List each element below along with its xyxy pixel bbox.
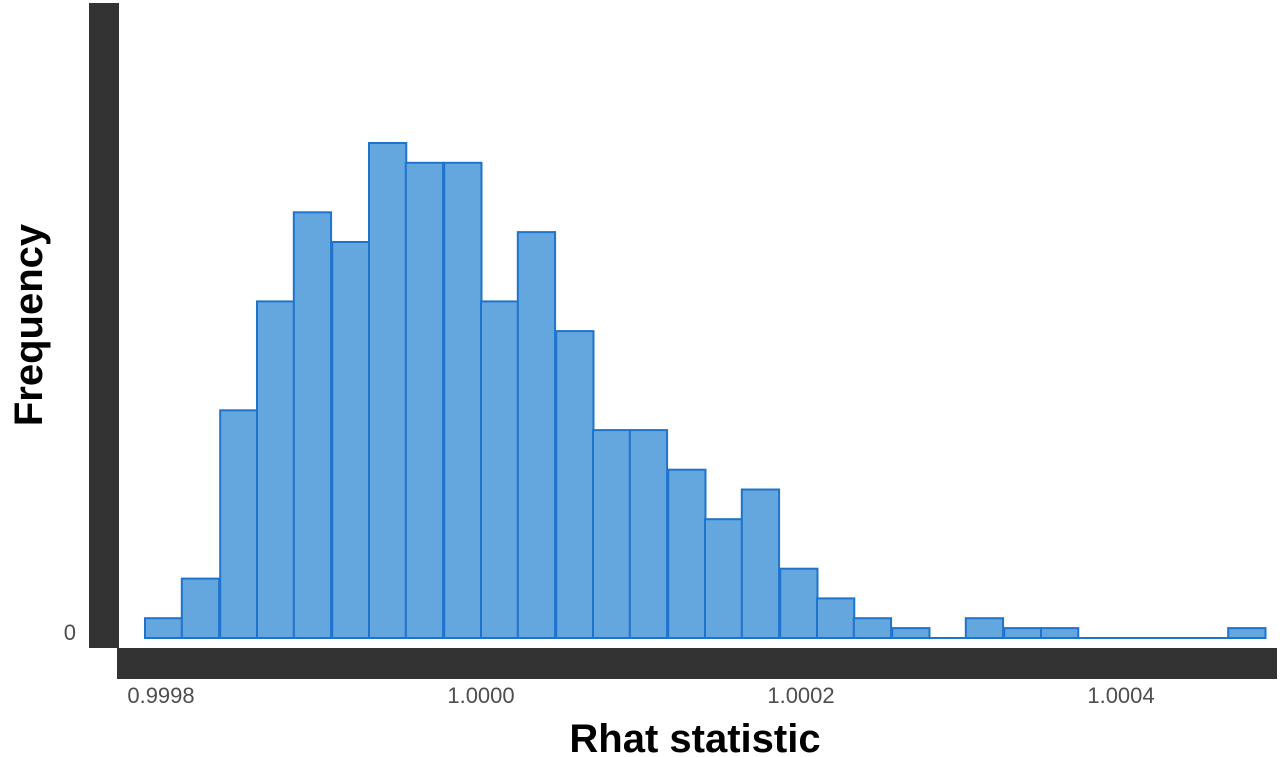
histogram-bar <box>891 627 931 639</box>
histogram-bar <box>816 597 856 640</box>
histogram-bar <box>219 409 259 639</box>
histogram-bar <box>443 161 483 640</box>
histogram-bar <box>180 577 221 639</box>
histogram-bar <box>964 617 1005 640</box>
histogram-bar <box>292 211 333 640</box>
histogram-bar <box>779 567 819 640</box>
histogram-bar <box>667 468 707 640</box>
histogram-bar <box>704 518 744 640</box>
x-tick-labels: 0.9998 1.0000 1.0002 1.0004 <box>127 683 1154 708</box>
histogram-bars <box>144 142 1267 640</box>
histogram-bar <box>1227 627 1267 639</box>
y-axis-line <box>89 3 119 648</box>
histogram-bar <box>555 330 595 639</box>
histogram-bar <box>1040 627 1080 639</box>
histogram-bar <box>852 617 893 640</box>
histogram-bar <box>368 142 408 639</box>
x-tick-label: 1.0004 <box>1087 683 1154 708</box>
histogram-bar <box>740 488 781 639</box>
y-axis-title: Frequency <box>7 223 51 426</box>
histogram-bar <box>404 161 445 640</box>
histogram-bar <box>516 231 557 639</box>
x-axis-line <box>117 648 1277 679</box>
histogram-bar <box>628 429 669 639</box>
x-tick-label: 1.0000 <box>447 683 514 708</box>
histogram-bar <box>480 300 520 639</box>
histogram-bar <box>592 429 632 639</box>
histogram-bar <box>144 617 184 640</box>
x-axis-title: Rhat statistic <box>569 717 820 757</box>
histogram-bar <box>331 241 371 639</box>
histogram-bar <box>256 300 296 639</box>
histogram-bar <box>1003 627 1043 639</box>
y-tick-labels: 0 <box>64 620 76 645</box>
x-tick-label: 0.9998 <box>127 683 194 708</box>
y-tick-label: 0 <box>64 620 76 645</box>
x-tick-label: 1.0002 <box>767 683 834 708</box>
